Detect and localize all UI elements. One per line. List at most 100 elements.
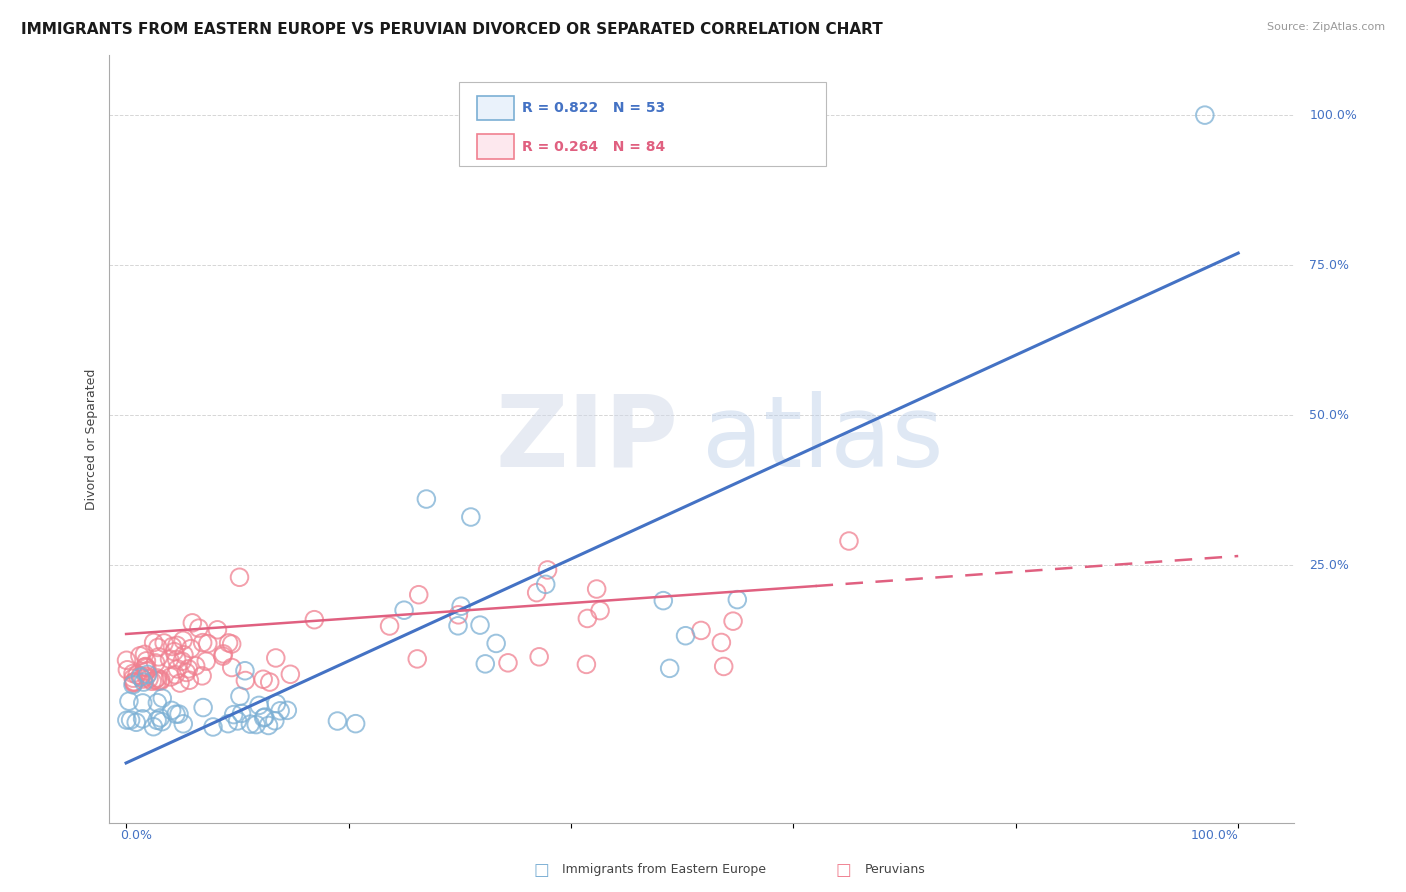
Point: [149, 673, 172, 687]
Point: [245, 717, 267, 731]
Point: [496, 656, 519, 670]
Point: [229, 690, 252, 704]
Point: [138, 672, 160, 686]
Point: [468, 618, 491, 632]
Point: [460, 510, 482, 524]
Point: [263, 714, 285, 728]
Point: [690, 624, 713, 638]
Point: [1194, 108, 1216, 122]
Point: [118, 694, 141, 708]
Point: [485, 636, 508, 650]
Point: [125, 668, 148, 682]
Point: [585, 582, 607, 596]
Text: 75.0%: 75.0%: [1309, 259, 1350, 271]
Point: [280, 667, 302, 681]
Point: [264, 651, 287, 665]
Point: [450, 599, 472, 614]
Text: R = 0.264   N = 84: R = 0.264 N = 84: [522, 139, 665, 153]
Point: [167, 707, 190, 722]
Point: [239, 717, 262, 731]
Point: [226, 714, 249, 728]
Text: Immigrants from Eastern Europe: Immigrants from Eastern Europe: [562, 863, 766, 876]
Point: [143, 673, 166, 687]
Point: [135, 664, 157, 678]
Point: [266, 697, 288, 711]
Point: [169, 676, 191, 690]
Point: [132, 696, 155, 710]
Point: [166, 652, 188, 666]
Point: [231, 706, 253, 721]
Text: 25.0%: 25.0%: [1309, 558, 1350, 572]
Point: [344, 716, 367, 731]
Point: [122, 671, 145, 685]
Point: [253, 710, 276, 724]
Point: [710, 635, 733, 649]
Point: [145, 656, 167, 670]
Point: [221, 637, 243, 651]
Point: [269, 704, 291, 718]
Point: [534, 577, 557, 591]
Point: [235, 673, 257, 688]
Text: atlas: atlas: [702, 391, 943, 488]
Point: [406, 652, 429, 666]
Point: [181, 615, 204, 630]
Point: [447, 607, 470, 622]
Text: Peruvians: Peruvians: [865, 863, 925, 876]
Point: [252, 672, 274, 686]
Point: [132, 675, 155, 690]
Point: [115, 653, 138, 667]
Point: [122, 675, 145, 690]
Point: [142, 720, 165, 734]
Point: [129, 668, 152, 682]
Point: [146, 696, 169, 710]
Point: [166, 638, 188, 652]
Point: [187, 621, 209, 635]
Point: [134, 660, 156, 674]
Point: [652, 593, 675, 607]
Text: 50.0%: 50.0%: [1309, 409, 1350, 422]
Point: [222, 707, 245, 722]
Point: [207, 623, 229, 637]
Point: [176, 665, 198, 680]
Point: [162, 640, 184, 654]
Point: [117, 663, 139, 677]
Point: [125, 715, 148, 730]
Point: [211, 648, 233, 663]
Point: [201, 720, 224, 734]
Point: [135, 669, 157, 683]
Point: [221, 660, 243, 674]
Point: [527, 649, 550, 664]
Point: [165, 667, 187, 681]
Point: [721, 614, 744, 628]
Point: [217, 716, 239, 731]
Point: [408, 588, 430, 602]
Point: [177, 662, 200, 676]
Text: 100.0%: 100.0%: [1309, 109, 1357, 121]
Point: [576, 611, 599, 625]
Point: [115, 713, 138, 727]
Point: [129, 670, 152, 684]
Point: [725, 592, 748, 607]
Point: [131, 712, 153, 726]
Point: [536, 563, 558, 577]
FancyBboxPatch shape: [477, 95, 515, 120]
Point: [150, 691, 173, 706]
Point: [134, 659, 156, 673]
Point: [526, 585, 548, 599]
Point: [160, 703, 183, 717]
Point: [146, 674, 169, 689]
Point: [129, 648, 152, 663]
Point: [163, 645, 186, 659]
Point: [247, 698, 270, 713]
Point: [326, 714, 349, 728]
Point: [253, 711, 276, 725]
Point: [212, 647, 235, 661]
Point: [378, 619, 401, 633]
Point: [134, 648, 156, 662]
Point: [184, 659, 207, 673]
Text: Source: ZipAtlas.com: Source: ZipAtlas.com: [1267, 22, 1385, 32]
Text: ZIP: ZIP: [495, 391, 678, 488]
Point: [197, 637, 219, 651]
Point: [191, 669, 214, 683]
Point: [276, 703, 298, 717]
